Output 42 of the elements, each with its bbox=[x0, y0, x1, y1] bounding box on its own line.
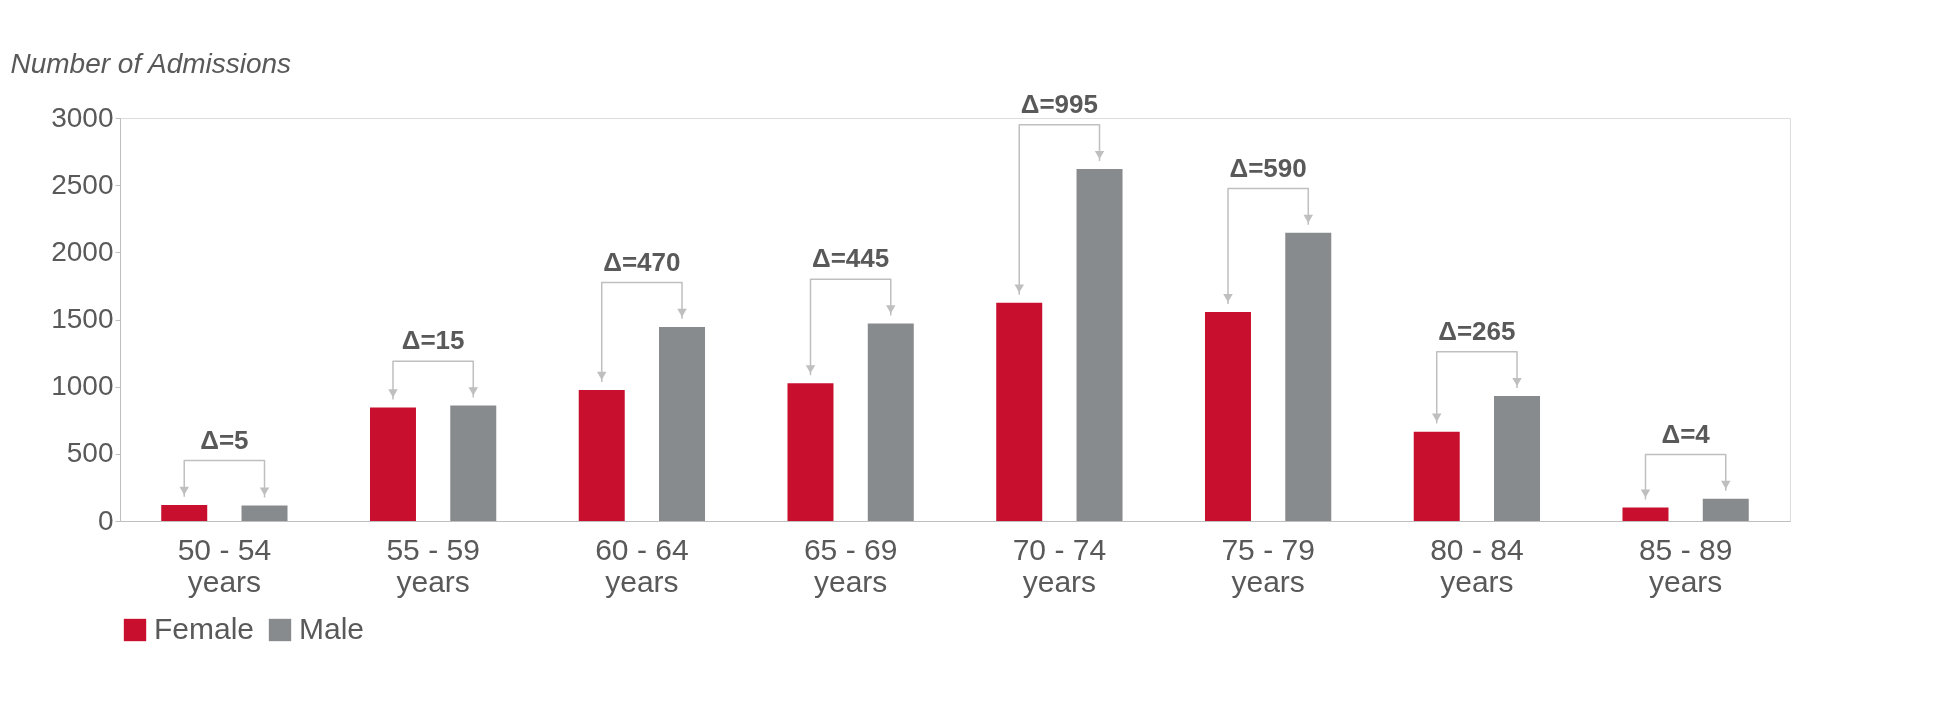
y-tick-label: 0 bbox=[97, 504, 114, 536]
annotation: Δ=590 bbox=[1229, 152, 1307, 183]
x-tick-label: 75 - 79 years bbox=[1221, 532, 1315, 598]
y-axis-title: Number of Admissions bbox=[10, 47, 292, 79]
annotation: Δ=5 bbox=[200, 424, 249, 455]
bar bbox=[1622, 507, 1669, 521]
y-tick-label: 500 bbox=[66, 437, 114, 469]
bar bbox=[1702, 498, 1749, 521]
annotation: Δ=4 bbox=[1661, 418, 1711, 449]
bar bbox=[1204, 312, 1251, 521]
y-tick-label: 2000 bbox=[51, 235, 114, 267]
x-tick-label: 80 - 84 years bbox=[1430, 532, 1524, 598]
y-tick-label: 2500 bbox=[51, 168, 114, 200]
x-tick-label: 85 - 89 years bbox=[1638, 532, 1733, 598]
bar bbox=[450, 405, 497, 521]
y-tick-label: 1500 bbox=[51, 303, 114, 334]
x-tick-label: 50 - 54 years bbox=[177, 532, 272, 598]
annotation: Δ=470 bbox=[603, 246, 681, 277]
y-tick-label: 3000 bbox=[51, 101, 114, 133]
annotation: Δ=995 bbox=[1020, 88, 1099, 119]
bar bbox=[369, 407, 416, 521]
bar bbox=[1413, 431, 1460, 521]
x-tick-label: 70 - 74 years bbox=[1012, 532, 1107, 598]
x-tick-label: 60 - 64 years bbox=[595, 532, 689, 598]
bar bbox=[1494, 396, 1541, 521]
bar bbox=[578, 390, 625, 521]
annotation: Δ=15 bbox=[401, 325, 465, 356]
y-tick-label: 1000 bbox=[51, 370, 114, 402]
bar bbox=[787, 383, 834, 521]
legend-label: Female bbox=[154, 612, 255, 645]
bar bbox=[867, 323, 914, 521]
legend-label: Male bbox=[299, 612, 365, 645]
x-tick-label: 55 - 59 years bbox=[386, 532, 480, 598]
bar bbox=[1076, 169, 1123, 521]
annotation: Δ=445 bbox=[811, 243, 890, 274]
bar bbox=[1285, 232, 1332, 521]
x-tick-label: 65 - 69 years bbox=[803, 532, 898, 598]
bar bbox=[659, 326, 706, 521]
bar bbox=[996, 302, 1043, 521]
bar bbox=[241, 505, 288, 521]
bar bbox=[161, 504, 208, 521]
annotation: Δ=265 bbox=[1438, 315, 1516, 346]
